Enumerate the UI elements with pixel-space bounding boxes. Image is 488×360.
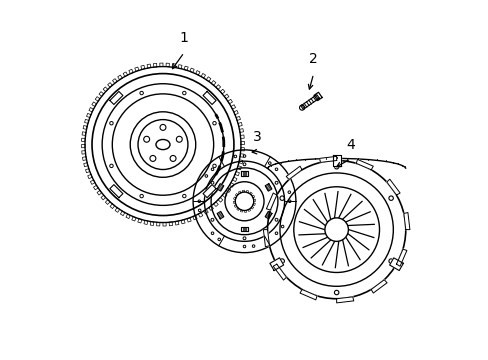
Polygon shape — [396, 249, 406, 266]
Polygon shape — [241, 227, 247, 231]
Polygon shape — [264, 184, 271, 191]
Polygon shape — [110, 91, 122, 104]
Polygon shape — [332, 155, 340, 166]
Polygon shape — [203, 185, 216, 198]
Polygon shape — [370, 280, 386, 293]
Polygon shape — [217, 211, 224, 219]
Text: 4: 4 — [346, 138, 354, 152]
Text: 2: 2 — [308, 53, 317, 67]
Polygon shape — [319, 156, 336, 162]
Polygon shape — [203, 91, 216, 104]
Polygon shape — [403, 212, 409, 230]
Polygon shape — [300, 95, 319, 109]
Polygon shape — [285, 166, 302, 180]
Polygon shape — [263, 230, 269, 247]
Polygon shape — [264, 211, 271, 219]
Polygon shape — [110, 185, 122, 198]
Polygon shape — [266, 193, 276, 210]
Circle shape — [299, 105, 304, 110]
Polygon shape — [356, 159, 372, 170]
Polygon shape — [386, 179, 399, 195]
Text: 1: 1 — [180, 31, 188, 45]
Text: 3: 3 — [252, 130, 261, 144]
Polygon shape — [313, 92, 322, 100]
Polygon shape — [389, 258, 403, 270]
Polygon shape — [273, 264, 286, 280]
Polygon shape — [269, 258, 283, 270]
Polygon shape — [241, 171, 247, 176]
Polygon shape — [336, 297, 353, 303]
Polygon shape — [300, 289, 316, 300]
Polygon shape — [217, 184, 224, 191]
